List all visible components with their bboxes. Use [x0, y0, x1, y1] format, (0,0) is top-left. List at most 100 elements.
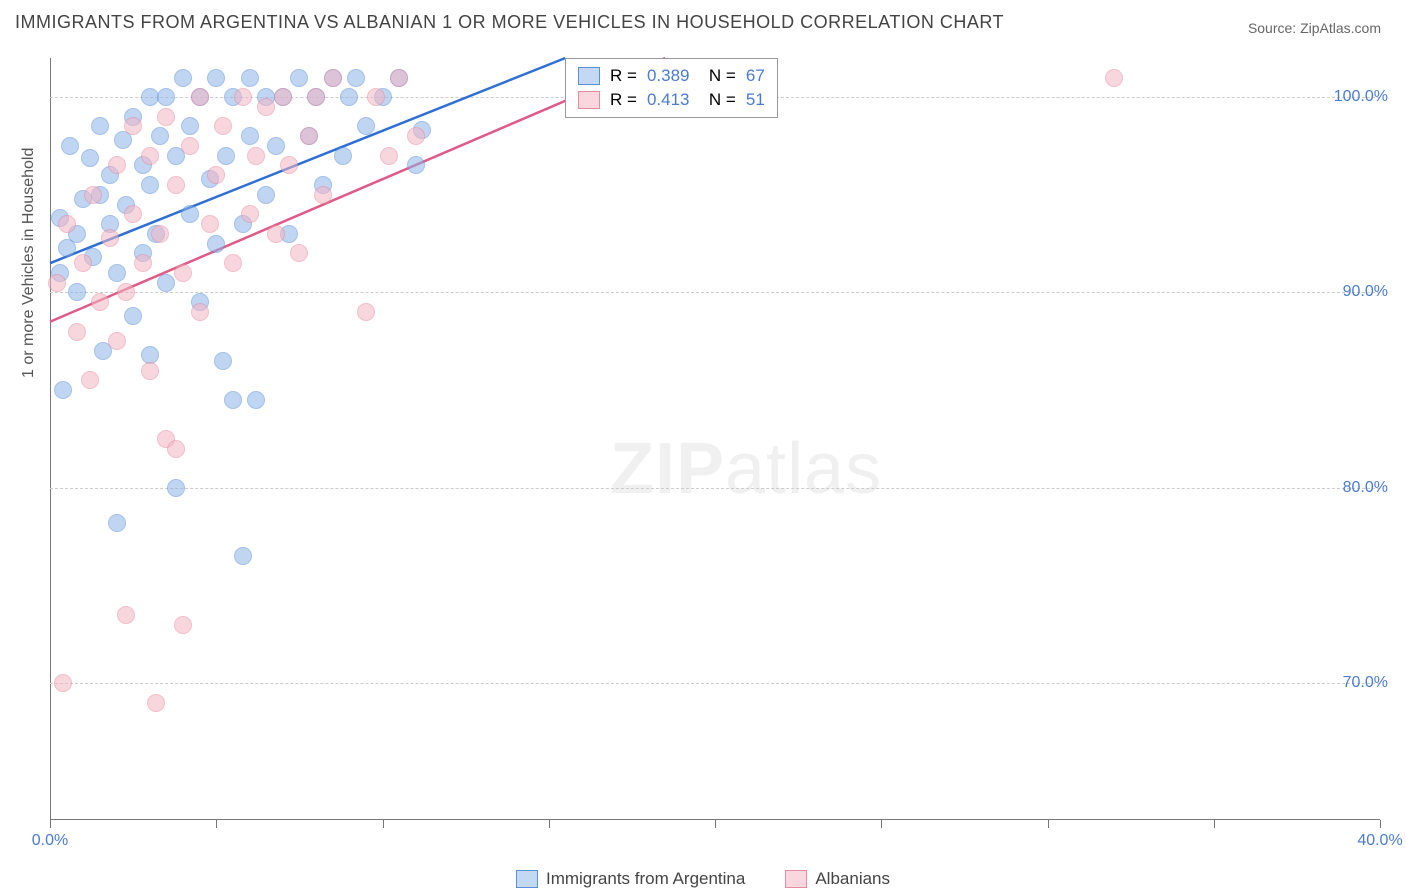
- x-tick-label: 0.0%: [32, 832, 68, 850]
- data-point: [167, 440, 185, 458]
- data-point: [117, 283, 135, 301]
- data-point: [357, 117, 375, 135]
- scatter-plot-area: 1 or more Vehicles in Household ZIPatlas…: [50, 58, 1380, 820]
- data-point: [48, 274, 66, 292]
- legend-r-label: R =: [610, 66, 637, 86]
- data-point: [267, 225, 285, 243]
- legend-label-albanians: Albanians: [815, 869, 890, 889]
- data-point: [84, 186, 102, 204]
- x-tick: [50, 820, 51, 828]
- data-point: [217, 147, 235, 165]
- data-point: [108, 264, 126, 282]
- data-point: [68, 283, 86, 301]
- data-point: [300, 127, 318, 145]
- y-tick-label: 70.0%: [1343, 674, 1388, 692]
- data-point: [214, 352, 232, 370]
- swatch-argentina-icon: [516, 870, 538, 888]
- data-point: [167, 479, 185, 497]
- data-point: [191, 88, 209, 106]
- data-point: [141, 88, 159, 106]
- legend-r-label: R =: [610, 90, 637, 110]
- legend-n-label: N =: [699, 66, 735, 86]
- data-point: [247, 391, 265, 409]
- data-point: [247, 147, 265, 165]
- series-legend: Immigrants from Argentina Albanians: [516, 869, 890, 889]
- data-point: [141, 362, 159, 380]
- data-point: [124, 117, 142, 135]
- data-point: [407, 156, 425, 174]
- legend-item-albanians: Albanians: [785, 869, 890, 889]
- data-point: [347, 69, 365, 87]
- data-point: [257, 98, 275, 116]
- data-point: [241, 69, 259, 87]
- data-point: [108, 514, 126, 532]
- data-point: [241, 205, 259, 223]
- data-point: [307, 88, 325, 106]
- data-point: [207, 166, 225, 184]
- trend-line: [50, 58, 565, 263]
- x-tick: [1214, 820, 1215, 828]
- legend-label-argentina: Immigrants from Argentina: [546, 869, 745, 889]
- data-point: [224, 254, 242, 272]
- data-point: [201, 215, 219, 233]
- data-point: [241, 127, 259, 145]
- correlation-legend: R = 0.389 N = 67 R = 0.413 N = 51: [565, 58, 778, 118]
- watermark: ZIPatlas: [610, 428, 882, 510]
- data-point: [147, 694, 165, 712]
- data-point: [207, 235, 225, 253]
- trend-lines: [50, 58, 1380, 820]
- y-tick-label: 100.0%: [1334, 88, 1388, 106]
- data-point: [157, 88, 175, 106]
- data-point: [74, 254, 92, 272]
- data-point: [124, 307, 142, 325]
- data-point: [181, 205, 199, 223]
- data-point: [290, 244, 308, 262]
- x-tick: [549, 820, 550, 828]
- x-tick: [1380, 820, 1381, 828]
- data-point: [108, 156, 126, 174]
- data-point: [174, 69, 192, 87]
- data-point: [224, 391, 242, 409]
- data-point: [334, 147, 352, 165]
- data-point: [324, 69, 342, 87]
- data-point: [280, 156, 298, 174]
- legend-n-value-albanians: 51: [746, 90, 765, 110]
- source-attribution: Source: ZipAtlas.com: [1248, 20, 1381, 36]
- data-point: [91, 117, 109, 135]
- x-tick: [1048, 820, 1049, 828]
- x-tick: [216, 820, 217, 828]
- data-point: [151, 127, 169, 145]
- swatch-albanians: [578, 91, 600, 109]
- data-point: [290, 69, 308, 87]
- data-point: [380, 147, 398, 165]
- data-point: [124, 205, 142, 223]
- y-tick-label: 80.0%: [1343, 479, 1388, 497]
- x-tick: [881, 820, 882, 828]
- data-point: [234, 547, 252, 565]
- data-point: [141, 147, 159, 165]
- x-tick-label: 40.0%: [1357, 832, 1402, 850]
- data-point: [54, 381, 72, 399]
- legend-n-value-argentina: 67: [746, 66, 765, 86]
- grid-line: [50, 683, 1380, 684]
- data-point: [174, 264, 192, 282]
- data-point: [157, 108, 175, 126]
- swatch-albanians-icon: [785, 870, 807, 888]
- data-point: [191, 303, 209, 321]
- swatch-argentina: [578, 67, 600, 85]
- data-point: [174, 616, 192, 634]
- data-point: [81, 371, 99, 389]
- data-point: [181, 137, 199, 155]
- data-point: [1105, 69, 1123, 87]
- legend-row-albanians: R = 0.413 N = 51: [578, 88, 765, 112]
- chart-title: IMMIGRANTS FROM ARGENTINA VS ALBANIAN 1 …: [15, 12, 1004, 33]
- data-point: [108, 332, 126, 350]
- data-point: [367, 88, 385, 106]
- data-point: [81, 149, 99, 167]
- data-point: [214, 117, 232, 135]
- data-point: [151, 225, 169, 243]
- data-point: [61, 137, 79, 155]
- grid-line: [50, 488, 1380, 489]
- y-tick-label: 90.0%: [1343, 283, 1388, 301]
- data-point: [267, 137, 285, 155]
